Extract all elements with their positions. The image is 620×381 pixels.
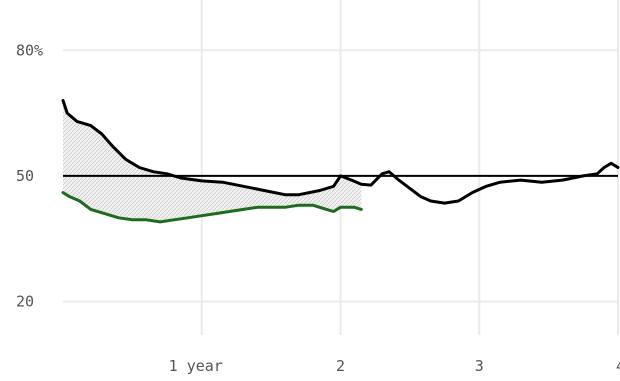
grid [63,0,618,335]
shaded-area [63,101,361,222]
x-tick-label-0: 1 year [169,357,223,375]
x-tick-label-2: 3 [475,357,484,375]
y-tick-label-2: 20 [16,293,34,311]
y-tick-label-0: 80% [16,41,43,59]
shaded-band [63,101,361,222]
x-tick-label-1: 2 [336,357,345,375]
y-tick-label-1: 50 [16,167,34,185]
x-tick-label-3: 4 [616,357,620,375]
